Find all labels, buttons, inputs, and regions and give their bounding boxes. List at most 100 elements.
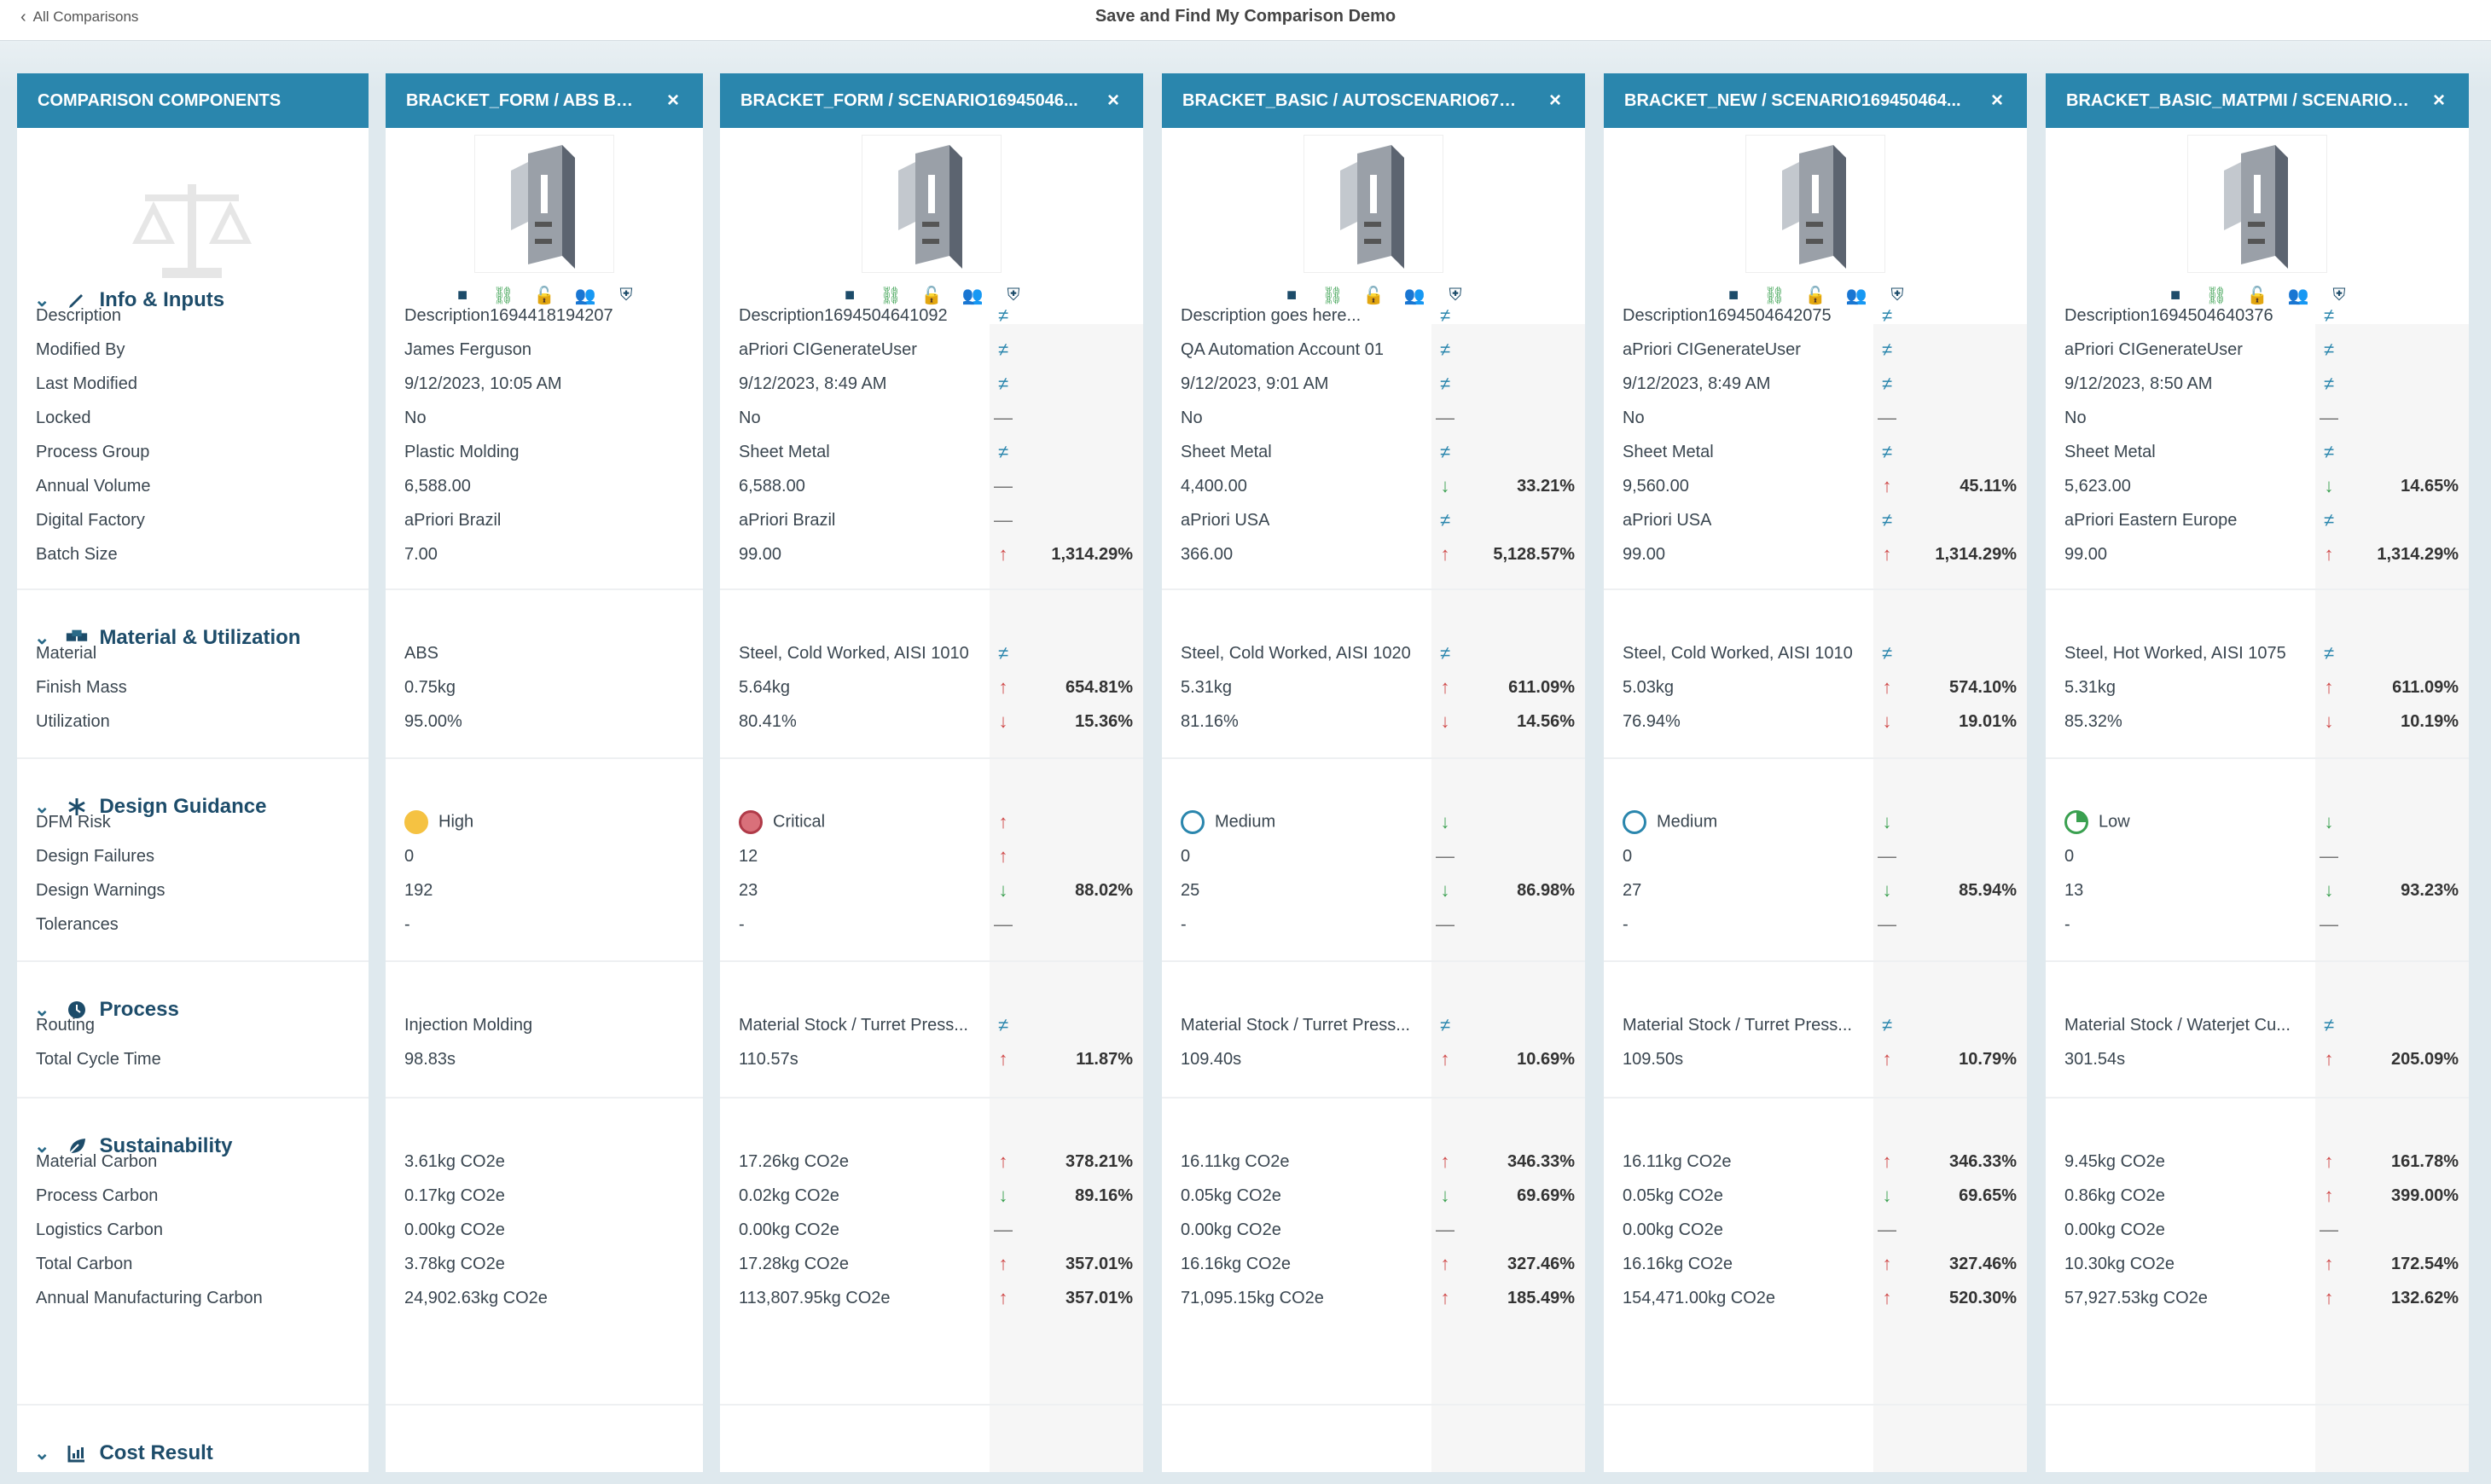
value-text: No — [1623, 408, 1645, 427]
row-label-text: Logistics Carbon — [36, 1220, 163, 1239]
value-text: 0.17kg CO2e — [404, 1185, 505, 1205]
part-thumbnail[interactable] — [862, 135, 1002, 273]
row-label-text: Material — [36, 643, 97, 663]
value-text: 192 — [404, 880, 433, 900]
value-text: 98.83s — [404, 1049, 456, 1069]
arrow-up-icon: ↑ — [2324, 543, 2334, 565]
value-text: Description1694504642075 — [1623, 305, 1832, 325]
close-icon[interactable]: × — [1990, 89, 2003, 112]
value-row: 113,807.95kg CO2e ↑ 357.01% — [720, 1281, 1143, 1315]
scenario-column: BRACKET_FORM / SCENARIO16945046... × ■ ⛓ 🔓 👥 ⛨… — [720, 73, 1143, 1472]
chart-icon — [65, 1443, 89, 1464]
section-header-material-utilization[interactable]: ⌄ Material & Utilization — [17, 614, 369, 662]
section-divider — [1604, 588, 2027, 590]
section-divider — [17, 960, 369, 962]
value-row: 12 ↑ — [720, 839, 1143, 873]
section-title: Material & Utilization — [99, 626, 301, 649]
dash-icon: — — [1436, 913, 1455, 935]
close-icon[interactable]: × — [2432, 89, 2445, 112]
value-text: No — [2064, 408, 2087, 427]
value-text: 110.57s — [739, 1049, 798, 1069]
delta-percent: 1,314.29% — [1051, 544, 1133, 564]
section-divider — [17, 588, 369, 590]
value-row: 0.05kg CO2e ↓ 69.65% — [1604, 1179, 2027, 1213]
value-text: ABS — [404, 643, 439, 663]
part-thumbnail[interactable] — [1745, 135, 1885, 273]
section-divider — [1604, 1404, 2027, 1406]
components-column: COMPARISON COMPONENTS ⌄ Info & Inputs Descr… — [17, 73, 369, 1472]
status-icons: ■ ⛓ 🔓 👥 ⛨ — [1723, 285, 1907, 305]
value-row: Sheet Metal ≠ — [2046, 435, 2469, 469]
dfm-risk-indicator — [2064, 810, 2088, 834]
delta-stripe — [990, 324, 1143, 1472]
section-header-cost-result[interactable]: ⌄ Cost Result — [17, 1429, 369, 1477]
dfm-risk-label: Low — [2099, 812, 2130, 832]
row-label-text: Finish Mass — [36, 677, 127, 697]
section-title: Sustainability — [99, 1134, 233, 1157]
scenario-header: BRACKET_NEW / SCENARIO169450464... × — [1604, 73, 2027, 128]
close-icon[interactable]: × — [666, 89, 679, 112]
value-row: 27 ↓ 85.94% — [1604, 873, 2027, 907]
delta-percent: 10.79% — [1959, 1049, 2017, 1069]
value-text: 85.32% — [2064, 711, 2122, 731]
value-text: aPriori Eastern Europe — [2064, 510, 2238, 530]
section-divider — [17, 1404, 369, 1406]
value-row: aPriori USA ≠ — [1162, 503, 1585, 537]
section-header-info-inputs[interactable]: ⌄ Info & Inputs — [17, 276, 369, 324]
value-row: 24,902.63kg CO2e — [386, 1281, 703, 1315]
delta-percent: 1,314.29% — [1935, 544, 2017, 564]
dash-icon: — — [1878, 407, 1896, 428]
scenario-name: BRACKET_FORM / ABS BRKT — [406, 90, 643, 110]
value-row: aPriori USA ≠ — [1604, 503, 2027, 537]
arrow-up-icon: ↑ — [998, 1287, 1008, 1308]
section-divider — [386, 1404, 703, 1406]
not-equal-icon: ≠ — [2323, 373, 2335, 394]
delta-stripe — [2315, 324, 2469, 1472]
scenario-header: BRACKET_FORM / ABS BRKT × — [386, 73, 703, 128]
clock-icon — [65, 1000, 89, 1020]
not-equal-icon: ≠ — [2323, 339, 2335, 360]
not-equal-icon: ≠ — [997, 373, 1009, 394]
value-text: 0.00kg CO2e — [2064, 1220, 2165, 1239]
delta-percent: 399.00% — [2391, 1185, 2459, 1205]
part-thumbnail[interactable] — [474, 135, 614, 273]
chevron-down-icon: ⌄ — [34, 796, 50, 817]
row-label-text: Annual Manufacturing Carbon — [36, 1288, 263, 1307]
row-label-text: Design Failures — [36, 846, 154, 866]
value-row: No — — [1162, 401, 1585, 435]
arrow-down-icon: ↓ — [1440, 879, 1450, 901]
dfm-risk-label: Medium — [1215, 812, 1276, 832]
section-divider — [386, 588, 703, 590]
value-text: 113,807.95kg CO2e — [739, 1288, 891, 1307]
pencil-icon — [65, 290, 89, 310]
users-icon: 👥 — [2287, 286, 2309, 305]
delta-percent: 88.02% — [1075, 880, 1133, 900]
delta-percent: 357.01% — [1065, 1288, 1133, 1307]
value-text: 9,560.00 — [1623, 476, 1689, 496]
dash-icon: — — [1436, 1219, 1455, 1240]
status-icons: ■ ⛓ 🔓 👥 ⛨ — [2165, 285, 2349, 305]
value-row: 99.00 ↑ 1,314.29% — [1604, 537, 2027, 571]
value-text: aPriori Brazil — [404, 510, 502, 530]
value-text: 17.28kg CO2e — [739, 1254, 849, 1273]
value-text: Description1694418194207 — [404, 305, 613, 325]
value-text: 80.41% — [739, 711, 797, 731]
chevron-down-icon: ⌄ — [34, 627, 50, 648]
row-label: Finish Mass — [17, 670, 369, 704]
section-header-process[interactable]: ⌄ Process — [17, 986, 369, 1034]
part-thumbnail[interactable] — [1304, 135, 1443, 273]
row-label-text: Last Modified — [36, 374, 137, 393]
section-header-sustainability[interactable]: ⌄ Sustainability — [17, 1122, 369, 1170]
value-text: 9/12/2023, 8:49 AM — [739, 374, 887, 393]
value-text: 9/12/2023, 8:49 AM — [1623, 374, 1771, 393]
section-header-design-guidance[interactable]: ⌄ Design Guidance — [17, 783, 369, 831]
value-row: 71,095.15kg CO2e ↑ 185.49% — [1162, 1281, 1585, 1315]
back-link[interactable]: ‹ All Comparisons — [20, 9, 138, 26]
close-icon[interactable]: × — [1548, 89, 1561, 112]
arrow-up-icon: ↑ — [998, 1048, 1008, 1070]
scenario-column: BRACKET_BASIC / AUTOSCENARIO677-... × ■ ⛓ 🔓 👥… — [1162, 73, 1585, 1472]
delta-percent: 132.62% — [2391, 1288, 2459, 1307]
close-icon[interactable]: × — [1106, 89, 1119, 112]
value-row: 0.00kg CO2e — [386, 1213, 703, 1247]
part-thumbnail[interactable] — [2187, 135, 2327, 273]
